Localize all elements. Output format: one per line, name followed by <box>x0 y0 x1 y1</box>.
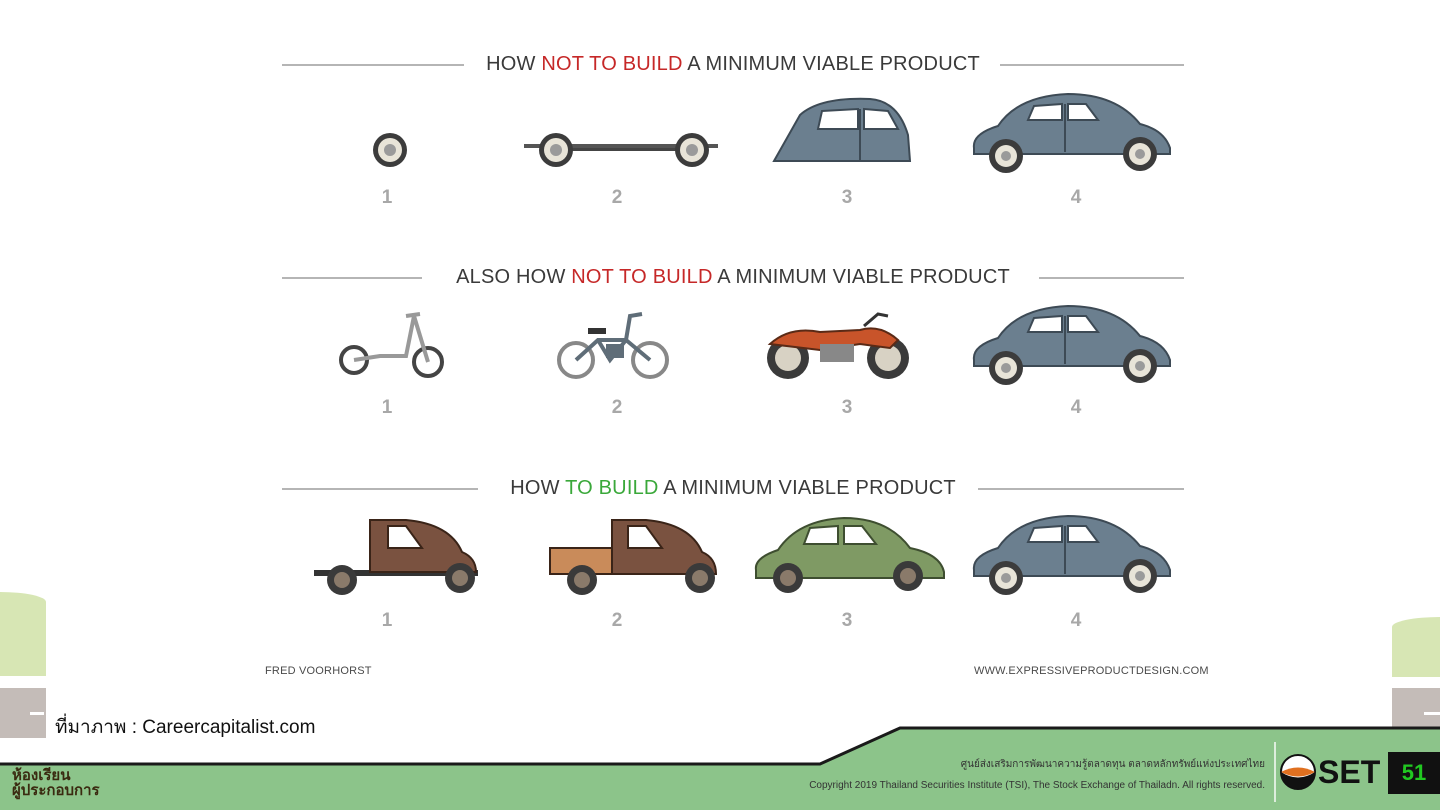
set-logo-text: SET <box>1318 754 1381 790</box>
motorcycle-icon <box>767 312 909 379</box>
title-rule-right <box>1039 277 1184 279</box>
bicycle-icon <box>557 312 669 379</box>
set-logo-icon <box>1280 754 1316 790</box>
step-number: 2 <box>611 187 623 208</box>
section-title-row-2: ALSO HOW NOT TO BUILD A MINIMUM VIABLE P… <box>282 266 1184 290</box>
section-title-row-1: HOW NOT TO BUILD A MINIMUM VIABLE PRODUC… <box>282 53 1184 77</box>
step-number: 2 <box>611 610 623 631</box>
title-rule-left <box>282 277 422 279</box>
footer-band <box>0 726 1440 810</box>
step-number: 4 <box>1070 187 1082 208</box>
website-credit: WWW.EXPRESSIVEPRODUCTDESIGN.COM <box>974 665 1209 677</box>
chassis-icon <box>524 133 718 167</box>
right-green-decoration <box>1392 617 1440 677</box>
step-number: 1 <box>381 187 393 208</box>
title-rule-left <box>282 64 464 66</box>
left-dash-decoration <box>30 712 44 715</box>
footer-copyright: Copyright 2019 Thailand Securities Insti… <box>809 780 1265 791</box>
title-rule-right <box>978 488 1184 490</box>
step-number: 3 <box>841 397 853 418</box>
section-title-row-3: HOW TO BUILD A MINIMUM VIABLE PRODUCT <box>282 477 1184 501</box>
left-green-decoration <box>0 592 46 676</box>
title-rule-left <box>282 488 478 490</box>
title-rule-right <box>1000 64 1184 66</box>
truck-chassis-icon <box>314 519 478 595</box>
left-logo: ห้องเรียน ผู้ประกอบการ <box>12 768 100 798</box>
author-credit: FRED VOORHORST <box>265 665 372 677</box>
scooter-icon <box>339 312 444 378</box>
page-number: 51 <box>1388 752 1440 794</box>
section-heading: ALSO HOW NOT TO BUILD A MINIMUM VIABLE P… <box>456 266 1010 288</box>
image-source-caption: ที่มาภาพ : Careercapitalist.com <box>55 717 316 738</box>
step-number: 3 <box>841 610 853 631</box>
car-icon <box>972 514 1171 595</box>
car-icon <box>972 304 1171 385</box>
left-logo-line-1: ห้องเรียน <box>12 767 71 784</box>
left-logo-line-2: ผู้ประกอบการ <box>12 782 100 799</box>
right-dash-decoration <box>1424 712 1440 715</box>
section-heading: HOW NOT TO BUILD A MINIMUM VIABLE PRODUC… <box>486 53 980 75</box>
pickup-truck-icon <box>549 519 718 595</box>
step-number: 4 <box>1070 610 1082 631</box>
step-number: 1 <box>381 397 393 418</box>
green-car-icon <box>754 516 945 593</box>
footer-divider <box>1274 742 1276 802</box>
step-number: 3 <box>841 187 853 208</box>
section-heading: HOW TO BUILD A MINIMUM VIABLE PRODUCT <box>510 477 956 499</box>
car-icon <box>972 92 1171 173</box>
step-number: 4 <box>1070 397 1082 418</box>
car-body-icon <box>772 97 912 162</box>
step-number: 1 <box>381 610 393 631</box>
wheel-icon <box>373 133 407 167</box>
step-number: 2 <box>611 397 623 418</box>
footer-institute-text: ศูนย์ส่งเสริมการพัฒนาความรู้ตลาดทุน ตลาด… <box>960 759 1265 770</box>
